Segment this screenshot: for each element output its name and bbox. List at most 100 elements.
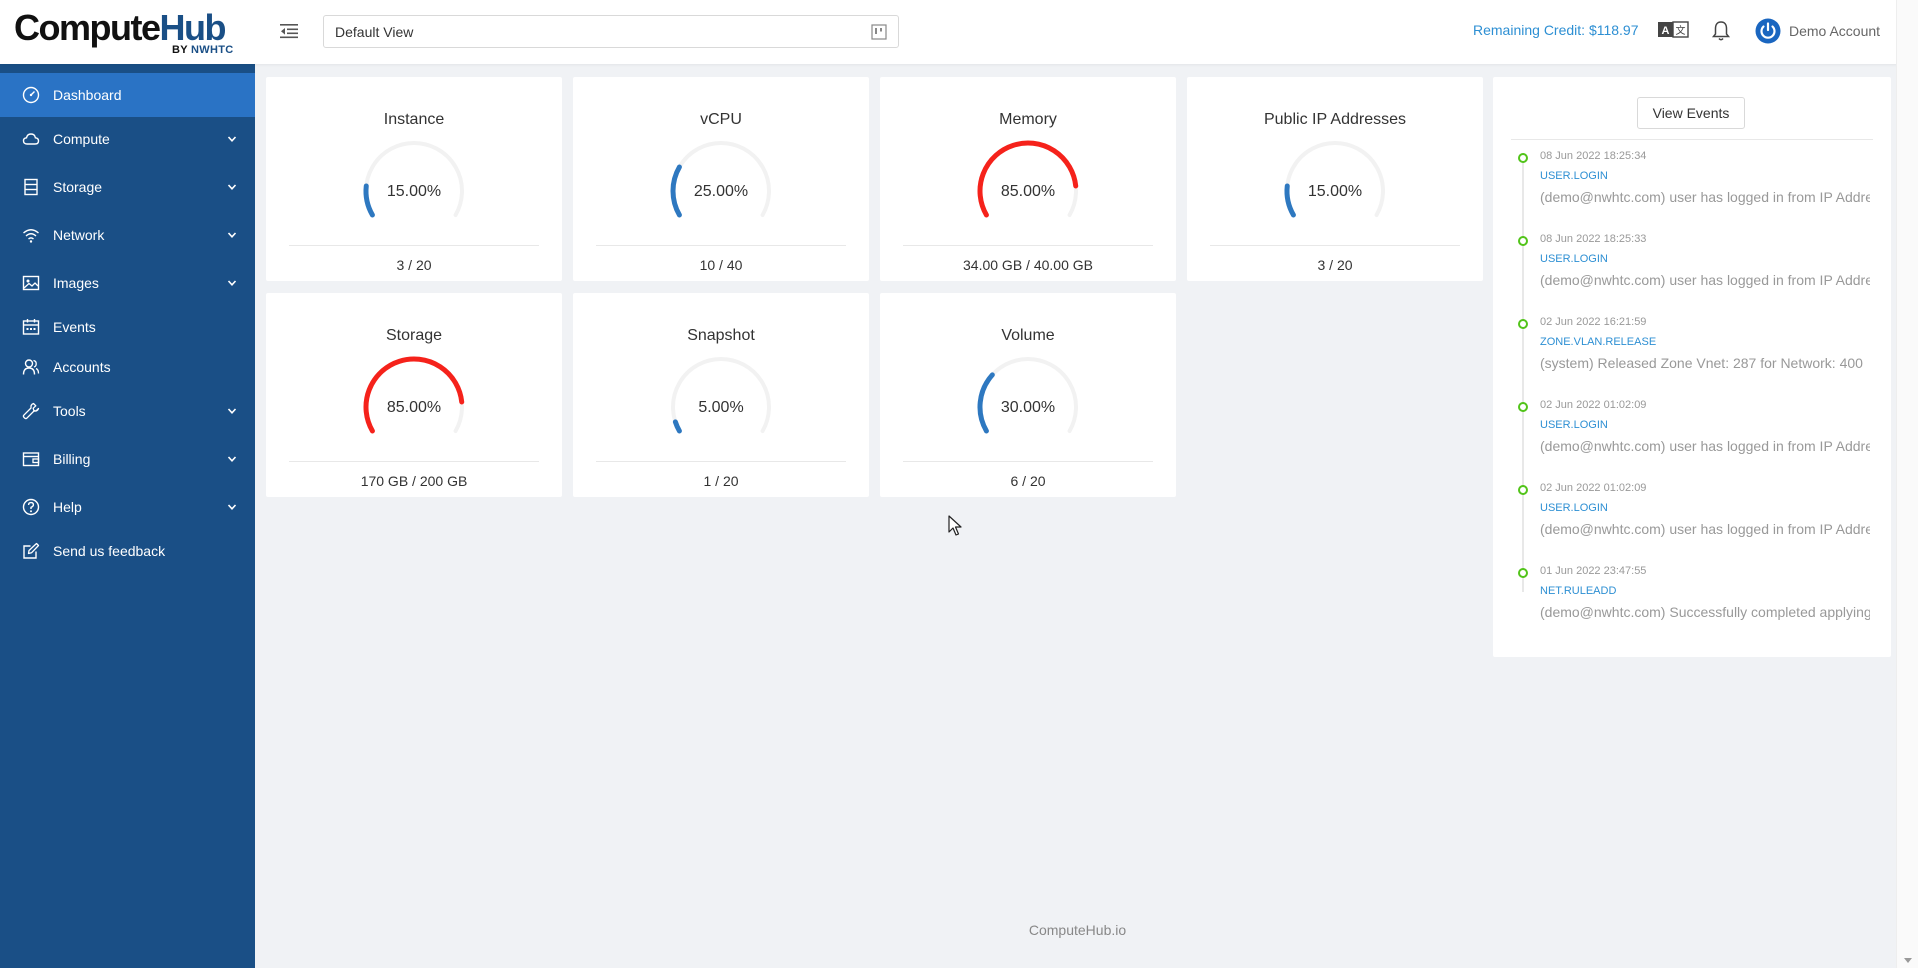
- chevron-down-icon: [227, 184, 237, 190]
- sidebar: Dashboard Compute Storage Network Images Even…: [0, 64, 255, 968]
- chevron-down-icon: [227, 136, 237, 142]
- account-menu[interactable]: Demo Account: [1755, 18, 1880, 44]
- gauge-percent: 85.00%: [1001, 183, 1055, 200]
- view-events-button[interactable]: View Events: [1637, 97, 1745, 129]
- sidebar-item-label: Accounts: [53, 359, 111, 375]
- event-description: (demo@nwhtc.com) user has logged in from…: [1540, 189, 1870, 205]
- card-title: Memory: [999, 111, 1057, 128]
- event-time: 02 Jun 2022 01:02:09: [1540, 482, 1647, 494]
- logo-text-by: BY: [172, 44, 192, 56]
- card-title: Instance: [383, 111, 445, 128]
- usage-gauge: 15.00%: [266, 139, 562, 249]
- dashboard-icon: [22, 86, 40, 104]
- remaining-credit[interactable]: Remaining Credit: $118.97: [1473, 22, 1639, 38]
- gauge-percent: 85.00%: [387, 399, 441, 416]
- sidebar-item-label: Help: [53, 499, 82, 515]
- event-item: 02 Jun 2022 01:02:09 USER.LOGIN (demo@nwht…: [1518, 399, 1878, 479]
- events-divider: [1511, 139, 1873, 140]
- event-time: 01 Jun 2022 23:47:55: [1540, 565, 1647, 577]
- menu-fold-button[interactable]: [276, 18, 302, 44]
- chevron-down-icon: [227, 408, 237, 414]
- sidebar-item-help[interactable]: Help: [0, 485, 255, 529]
- bell-icon[interactable]: [1711, 20, 1731, 42]
- event-description: (system) Released Zone Vnet: 287 for Net…: [1540, 355, 1863, 371]
- svg-text:文: 文: [1676, 24, 1686, 37]
- logo-text-compute: Compute: [14, 7, 161, 48]
- usage-gauge: 15.00%: [1187, 139, 1483, 249]
- event-type-link[interactable]: USER.LOGIN: [1540, 419, 1608, 431]
- gauge-fill: [977, 140, 1079, 218]
- wallet-icon: [22, 450, 40, 468]
- gauge-fill: [363, 356, 465, 434]
- gauge-percent: 25.00%: [694, 183, 748, 200]
- card-divider: [596, 245, 846, 246]
- sidebar-item-accounts[interactable]: Accounts: [0, 345, 255, 389]
- resource-card-instance: Instance 15.00% 3 / 20: [266, 77, 562, 281]
- sidebar-item-network[interactable]: Network: [0, 213, 255, 257]
- sidebar-item-label: Events: [53, 319, 96, 335]
- cloud-icon: [22, 130, 40, 148]
- event-description: (demo@nwhtc.com) user has logged in from…: [1540, 272, 1870, 288]
- event-item: 01 Jun 2022 23:47:55 NET.RULEADD (demo@nwh…: [1518, 565, 1878, 645]
- usage-count: 1 / 20: [703, 473, 739, 489]
- card-divider: [903, 461, 1153, 462]
- sidebar-item-tools[interactable]: Tools: [0, 389, 255, 433]
- event-type-link[interactable]: USER.LOGIN: [1540, 253, 1608, 265]
- usage-gauge: 85.00%: [266, 355, 562, 465]
- card-divider: [289, 461, 539, 462]
- calendar-icon: [22, 318, 40, 336]
- event-type-link[interactable]: USER.LOGIN: [1540, 170, 1608, 182]
- card-title: Volume: [1001, 327, 1055, 344]
- usage-count: 3 / 20: [396, 257, 432, 273]
- card-divider: [903, 245, 1153, 246]
- edit-icon: [22, 542, 40, 560]
- view-select[interactable]: Default View: [323, 15, 899, 48]
- footer-text[interactable]: ComputeHub.io: [1028, 922, 1127, 938]
- usage-gauge: 85.00%: [880, 139, 1176, 249]
- timeline-dot-icon: [1518, 568, 1528, 578]
- event-type-link[interactable]: NET.RULEADD: [1540, 585, 1617, 597]
- event-type-link[interactable]: ZONE.VLAN.RELEASE: [1540, 336, 1657, 348]
- mouse-cursor-icon: [948, 515, 962, 536]
- gauge-fill: [977, 372, 995, 434]
- chevron-down-icon: [227, 280, 237, 286]
- sidebar-item-label: Tools: [53, 403, 86, 419]
- menu-fold-icon: [280, 24, 298, 39]
- gauge-track: [1285, 141, 1385, 217]
- gauge-track: [671, 141, 771, 217]
- event-description: (demo@nwhtc.com) user has logged in from…: [1540, 438, 1870, 454]
- sidebar-item-images[interactable]: Images: [0, 261, 255, 305]
- computehub-logo[interactable]: ComputeHub BY NWHTC: [0, 0, 255, 64]
- resource-card-storage: Storage 85.00% 170 GB / 200 GB: [266, 293, 562, 497]
- timeline-dot-icon: [1518, 153, 1528, 163]
- chevron-down-icon: [227, 504, 237, 510]
- team-icon: [22, 358, 40, 376]
- event-time: 02 Jun 2022 01:02:09: [1540, 399, 1647, 411]
- chevron-down-icon: [227, 232, 237, 238]
- logo-text-nwhtc: NWHTC: [191, 44, 234, 56]
- timeline-dot-icon: [1518, 319, 1528, 329]
- usage-gauge: 5.00%: [573, 355, 869, 465]
- sidebar-item-billing[interactable]: Billing: [0, 437, 255, 481]
- timeline-dot-icon: [1518, 236, 1528, 246]
- layout-icon: [871, 24, 887, 40]
- svg-text:A: A: [1662, 25, 1670, 37]
- sidebar-item-storage[interactable]: Storage: [0, 165, 255, 209]
- usage-count: 170 GB / 200 GB: [360, 473, 468, 489]
- translate-icon[interactable]: A 文: [1658, 20, 1690, 40]
- event-description: (demo@nwhtc.com) user has logged in from…: [1540, 521, 1870, 537]
- gauge-track: [978, 357, 1078, 433]
- card-divider: [596, 461, 846, 462]
- event-item: 08 Jun 2022 18:25:33 USER.LOGIN (demo@nwht…: [1518, 233, 1878, 313]
- vertical-scrollbar[interactable]: [1896, 0, 1918, 968]
- sidebar-item-label: Network: [53, 227, 105, 243]
- scroll-down-arrow-icon[interactable]: [1904, 958, 1912, 963]
- event-type-link[interactable]: USER.LOGIN: [1540, 502, 1608, 514]
- timeline-line: [1522, 157, 1524, 592]
- sidebar-item-compute[interactable]: Compute: [0, 117, 255, 161]
- gauge-fill: [363, 183, 375, 218]
- sidebar-item-events[interactable]: Events: [0, 305, 255, 349]
- card-divider: [1210, 245, 1460, 246]
- sidebar-item-send-us-feedback[interactable]: Send us feedback: [0, 529, 255, 573]
- sidebar-item-dashboard[interactable]: Dashboard: [0, 73, 255, 117]
